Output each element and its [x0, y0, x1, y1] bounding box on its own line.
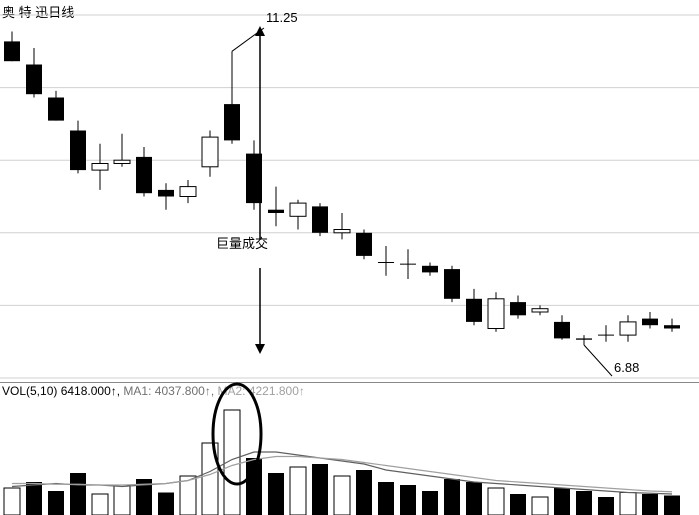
candle-body [334, 230, 350, 233]
chart-annotation: 11.25 [266, 10, 298, 25]
candle-body [290, 203, 306, 216]
candle-body [554, 322, 570, 339]
volume-bar [70, 473, 86, 515]
candle-body [312, 206, 328, 232]
volume-bar [268, 473, 284, 515]
volume-svg [0, 382, 699, 515]
candle-body [488, 299, 504, 329]
candle-body [4, 41, 20, 61]
candle-body [224, 104, 240, 140]
volume-bar [620, 493, 636, 515]
price-svg: 11.25 巨量成交 6.88 [0, 0, 699, 380]
volume-bar [356, 470, 372, 515]
candle-body [422, 266, 438, 273]
volume-bar [26, 482, 42, 515]
volume-bar [312, 464, 328, 515]
volume-bar [334, 476, 350, 515]
candle-body [92, 164, 108, 171]
candle-body [620, 322, 636, 335]
candle-body [180, 187, 196, 197]
price-callout-line [584, 345, 612, 376]
volume-bar [114, 485, 130, 515]
volume-bar [4, 488, 20, 515]
volume-bar [92, 494, 108, 515]
volume-bar [400, 485, 416, 515]
volume-bar [664, 496, 680, 515]
arrowhead-icon [255, 344, 265, 354]
candle-body [466, 299, 482, 322]
candle-body [356, 233, 372, 256]
candle-body [444, 269, 460, 299]
volume-bar [642, 494, 658, 515]
chart-annotation: 6.88 [614, 360, 639, 375]
price-callout-line [232, 28, 264, 51]
volume-chart: VOL(5,10) 6418.000↑, MA1: 4037.800↑, MA2… [0, 382, 699, 515]
volume-bar [576, 491, 592, 515]
candle-body [532, 309, 548, 312]
candle-body [114, 160, 130, 163]
candle-body [642, 319, 658, 326]
volume-bar [466, 482, 482, 515]
candle-body [202, 137, 218, 167]
volume-bar [598, 497, 614, 515]
candle-body [136, 157, 152, 193]
volume-bar [488, 488, 504, 515]
volume-bar [290, 467, 306, 515]
volume-bar [444, 479, 460, 515]
chart-annotation: 巨量成交 [216, 236, 268, 251]
candle-body [510, 302, 526, 315]
volume-bar [532, 497, 548, 515]
candle-body [26, 65, 42, 95]
candle-body [576, 338, 592, 339]
volume-bar [158, 493, 174, 515]
volume-bar [48, 491, 64, 515]
candle-body [268, 210, 284, 213]
candle-body [158, 190, 174, 197]
volume-bar [422, 491, 438, 515]
candle-body [70, 131, 86, 171]
candlestick-chart: 奥 特 迅日线 11.25巨量成交6.88 [0, 0, 699, 380]
volume-bar [510, 494, 526, 515]
candle-body [664, 325, 680, 328]
volume-bar [554, 488, 570, 515]
candle-body [48, 98, 64, 121]
volume-bar [378, 482, 394, 515]
